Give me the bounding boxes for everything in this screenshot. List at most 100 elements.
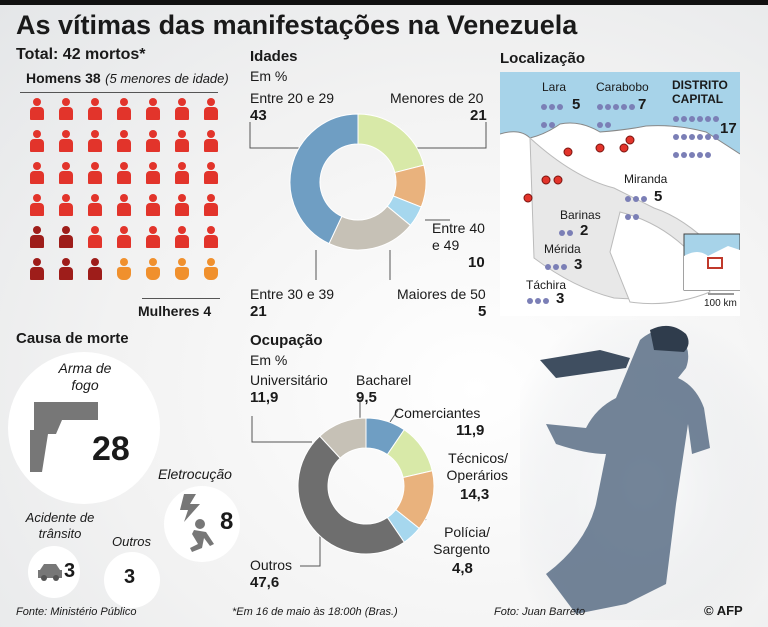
map-dot (681, 116, 687, 122)
footer-note: *Em 16 de maio às 18:00h (Bras.) (232, 606, 398, 618)
riot-police-photo (520, 320, 768, 620)
map-dot (527, 298, 533, 304)
man-adult-icon (146, 226, 160, 248)
map-dot (689, 116, 695, 122)
footer-photo: Foto: Juan Barreto (494, 606, 586, 618)
map-dot (605, 122, 611, 128)
man-adult-icon (88, 98, 102, 120)
map-dot (549, 122, 555, 128)
region-lara: Lara (542, 80, 567, 94)
man-adult-icon (146, 130, 160, 152)
causes-title: Causa de morte (16, 330, 129, 347)
occ-value-policia: 4,8 (452, 560, 473, 577)
map-dot (673, 134, 679, 140)
map-dot (673, 116, 679, 122)
woman-icon (117, 258, 131, 280)
region-merida: Mérida (544, 242, 581, 256)
ages-slice-0 (357, 113, 425, 174)
occ-value-tecnicos: 14,3 (460, 486, 490, 503)
region-tachira-dots (526, 292, 554, 310)
region-carabobo: Carabobo (596, 80, 649, 94)
cause-firearm-value: 28 (92, 430, 130, 468)
map-dot (705, 134, 711, 140)
map-markers (523, 135, 635, 203)
men-header: Homens 38 (5 menores de idade) (26, 70, 229, 88)
woman-icon (204, 258, 218, 280)
women-rule (142, 298, 220, 299)
ages-label-over-50: Maiores de 50 (397, 286, 486, 302)
ages-label-20-29: Entre 20 e 29 (250, 90, 335, 106)
woman-icon (175, 258, 189, 280)
region-merida-value: 3 (574, 256, 583, 273)
map-dot (559, 230, 565, 236)
ages-value-40-49: 10 (468, 254, 485, 271)
man-adult-icon (30, 98, 44, 120)
man-minor-icon (59, 226, 73, 248)
map-dot (545, 264, 551, 270)
map-dot (613, 104, 619, 110)
region-barinas-value: 2 (580, 222, 589, 239)
occ-label-bacharel: Bacharel (356, 372, 412, 388)
map-dot (629, 104, 635, 110)
map-dot (621, 104, 627, 110)
map-dot (705, 152, 711, 158)
occ-label-comerciantes: Comerciantes (394, 405, 481, 421)
map-dot (633, 214, 639, 220)
afp-logo: © AFP (704, 603, 743, 618)
map-dot (625, 214, 631, 220)
region-distrito-capital: DISTRITO CAPITAL (672, 78, 728, 106)
man-adult-icon (175, 130, 189, 152)
map-dot (673, 152, 679, 158)
occupation-slice-5 (319, 417, 367, 459)
region-carabobo-value: 7 (638, 96, 647, 113)
cause-other-circle (104, 552, 160, 608)
footer-source: Fonte: Ministério Público (16, 606, 137, 618)
ages-value-20-29: 43 (250, 107, 267, 124)
car-icon (38, 564, 62, 581)
man-adult-icon (204, 162, 218, 184)
map-dot (641, 196, 647, 202)
total-label: Total: 42 mortos* (16, 46, 146, 63)
ages-label-30-39: Entre 30 e 39 (250, 286, 335, 302)
location-title: Localização (500, 50, 586, 67)
occ-value-outros: 47,6 (250, 574, 280, 591)
man-adult-icon (88, 226, 102, 248)
woman-icon (146, 258, 160, 280)
ages-donut (289, 113, 427, 251)
ages-slice-4 (289, 113, 359, 245)
man-minor-icon (88, 258, 102, 280)
venezuela-map: Lara 5 Carabobo 7 DISTRITO CAPITAL 17 Mi… (500, 72, 740, 316)
women-label: Mulheres 4 (138, 303, 212, 319)
man-adult-icon (175, 98, 189, 120)
man-adult-icon (146, 98, 160, 120)
man-adult-icon (146, 162, 160, 184)
map-dot (689, 134, 695, 140)
man-adult-icon (117, 130, 131, 152)
occupation-slice-4 (297, 435, 405, 555)
map-dot (705, 116, 711, 122)
map-dot (541, 122, 547, 128)
men-rule (20, 92, 218, 93)
map-dot (713, 134, 719, 140)
map-dot (605, 104, 611, 110)
man-adult-icon (175, 162, 189, 184)
ages-value-30-39: 21 (250, 303, 267, 320)
man-adult-icon (146, 194, 160, 216)
map-dot (553, 264, 559, 270)
cause-other-label: Outros (112, 534, 152, 549)
ages-value-under-20: 21 (470, 107, 487, 124)
man-adult-icon (30, 162, 44, 184)
occ-value-bacharel: 9,5 (356, 389, 377, 406)
map-dot (697, 116, 703, 122)
man-adult-icon (204, 130, 218, 152)
man-adult-icon (204, 194, 218, 216)
man-adult-icon (59, 194, 73, 216)
map-dot (561, 264, 567, 270)
occ-label-tecnicos: Técnicos/ Operários (446, 450, 508, 483)
map-dot (557, 104, 563, 110)
region-lara-dots (540, 98, 570, 134)
map-scale: 100 km (704, 298, 737, 309)
map-dot (681, 134, 687, 140)
map-dot (713, 116, 719, 122)
region-miranda-value: 5 (654, 188, 663, 205)
